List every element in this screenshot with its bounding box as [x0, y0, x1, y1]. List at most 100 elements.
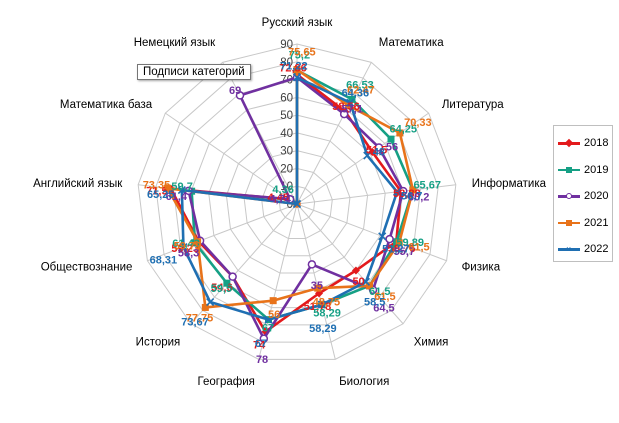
- legend-label: 2019: [584, 163, 609, 176]
- data-label: 59,79: [174, 240, 202, 252]
- category-label: Информатика: [472, 178, 547, 190]
- data-label: 56: [268, 309, 280, 321]
- grid-spoke: [296, 184, 456, 205]
- series-marker: [235, 91, 245, 100]
- legend-item-2019: 2019: [558, 157, 612, 184]
- tick-label: 0: [287, 199, 293, 211]
- series-marker: [363, 151, 372, 160]
- data-label: 64,25: [390, 123, 418, 135]
- series-marker: [387, 135, 395, 143]
- tick-label: 60: [280, 92, 293, 104]
- series-marker: [177, 185, 186, 195]
- legend-swatch: ×: [558, 244, 580, 254]
- tick-label: 30: [280, 146, 293, 158]
- data-label: 69: [229, 85, 241, 97]
- legend-label: 2018: [584, 137, 609, 150]
- series-marker: [346, 98, 355, 107]
- legend-item-2022: × 2022: [558, 236, 612, 263]
- legend-swatch: [558, 138, 580, 148]
- category-label: История: [136, 337, 181, 349]
- data-label: 65,67: [413, 179, 441, 191]
- data-label: 51,27: [382, 244, 410, 256]
- grid-ring: [225, 132, 369, 274]
- category-labels-tooltip: Подписи категорий: [137, 64, 251, 80]
- data-label: 54,6: [211, 282, 232, 294]
- legend-swatch: [558, 191, 580, 201]
- series-marker: [351, 266, 360, 275]
- data-label: 59,76: [388, 243, 416, 255]
- grid-spoke: [296, 62, 372, 205]
- series-marker: [378, 232, 387, 241]
- legend-swatch: [558, 218, 580, 228]
- series-marker: [194, 238, 202, 246]
- data-label: 74: [253, 339, 266, 351]
- category-label: Английский язык: [33, 178, 123, 190]
- series-marker: [307, 260, 317, 269]
- category-label: Литература: [442, 99, 504, 111]
- data-label: 62,47: [347, 84, 375, 96]
- data-label: 4,45: [268, 192, 289, 204]
- radar-grid: [137, 43, 457, 360]
- grid-spoke: [296, 203, 447, 262]
- series-marker: [366, 282, 374, 290]
- data-label: 50: [352, 276, 364, 288]
- tick-label: 90: [280, 39, 293, 51]
- grid-ring: [243, 150, 351, 257]
- series-marker: [396, 129, 404, 137]
- tick-label: 40: [280, 128, 293, 140]
- grid-ring: [261, 167, 333, 240]
- category-label: География: [198, 376, 255, 388]
- data-label: 73,67: [181, 317, 209, 329]
- series-marker: [368, 147, 377, 156]
- category-label: Физика: [462, 261, 501, 273]
- series-marker: [398, 186, 408, 196]
- series-marker: [164, 184, 172, 192]
- data-label: 77,75: [186, 312, 214, 324]
- series-marker: [223, 279, 231, 287]
- data-label: 78: [256, 354, 268, 366]
- data-label: 60,2: [408, 191, 429, 203]
- category-labels: Русский язык Математика Литература Информат…: [33, 17, 546, 388]
- data-labels: 72,8658,5651,558,8859,765051,787454,659,…: [143, 47, 441, 367]
- data-label: 48: [373, 146, 385, 158]
- series-line: [187, 76, 405, 340]
- grid-ring: [278, 185, 316, 222]
- series-marker: [292, 73, 302, 82]
- series-marker: [259, 334, 269, 343]
- series-marker: [385, 234, 394, 244]
- data-label: 55,7: [394, 246, 415, 258]
- data-label: 59,23: [171, 243, 199, 255]
- series-lines: [164, 66, 417, 343]
- series-marker: [206, 297, 215, 307]
- category-label: Немецкий язык: [134, 37, 216, 49]
- series-2022: [177, 73, 402, 324]
- data-label: 48,75: [313, 297, 341, 309]
- data-label: 67: [255, 338, 267, 350]
- series-marker: [292, 199, 302, 209]
- grid-spoke: [165, 112, 298, 205]
- series-marker: [395, 239, 403, 247]
- data-label: 61,43: [172, 238, 200, 250]
- data-label: 71,5: [146, 185, 167, 197]
- series-marker: [269, 297, 277, 305]
- data-label: 58,29: [309, 323, 337, 335]
- data-label: 72,86: [279, 62, 307, 74]
- tick-label: 80: [280, 57, 293, 69]
- series-marker: [293, 66, 301, 74]
- grid-ring: [190, 96, 404, 309]
- data-label: 58,29: [313, 307, 341, 319]
- series-marker: [317, 300, 326, 309]
- data-label: 56: [386, 141, 398, 153]
- data-label: 71,22: [280, 60, 308, 72]
- legend-label: 2021: [584, 216, 609, 229]
- data-label: 73,35: [143, 179, 171, 191]
- data-label: 58,88: [393, 188, 421, 200]
- data-label: 35: [311, 280, 323, 292]
- data-label: 51,78: [304, 301, 332, 313]
- category-label: Русский язык: [262, 17, 334, 29]
- legend-item-2020: 2020: [558, 183, 612, 210]
- grid-spoke: [296, 112, 429, 205]
- series-2020: [184, 73, 408, 343]
- series-marker: [179, 242, 188, 252]
- category-label: Математика: [379, 37, 444, 49]
